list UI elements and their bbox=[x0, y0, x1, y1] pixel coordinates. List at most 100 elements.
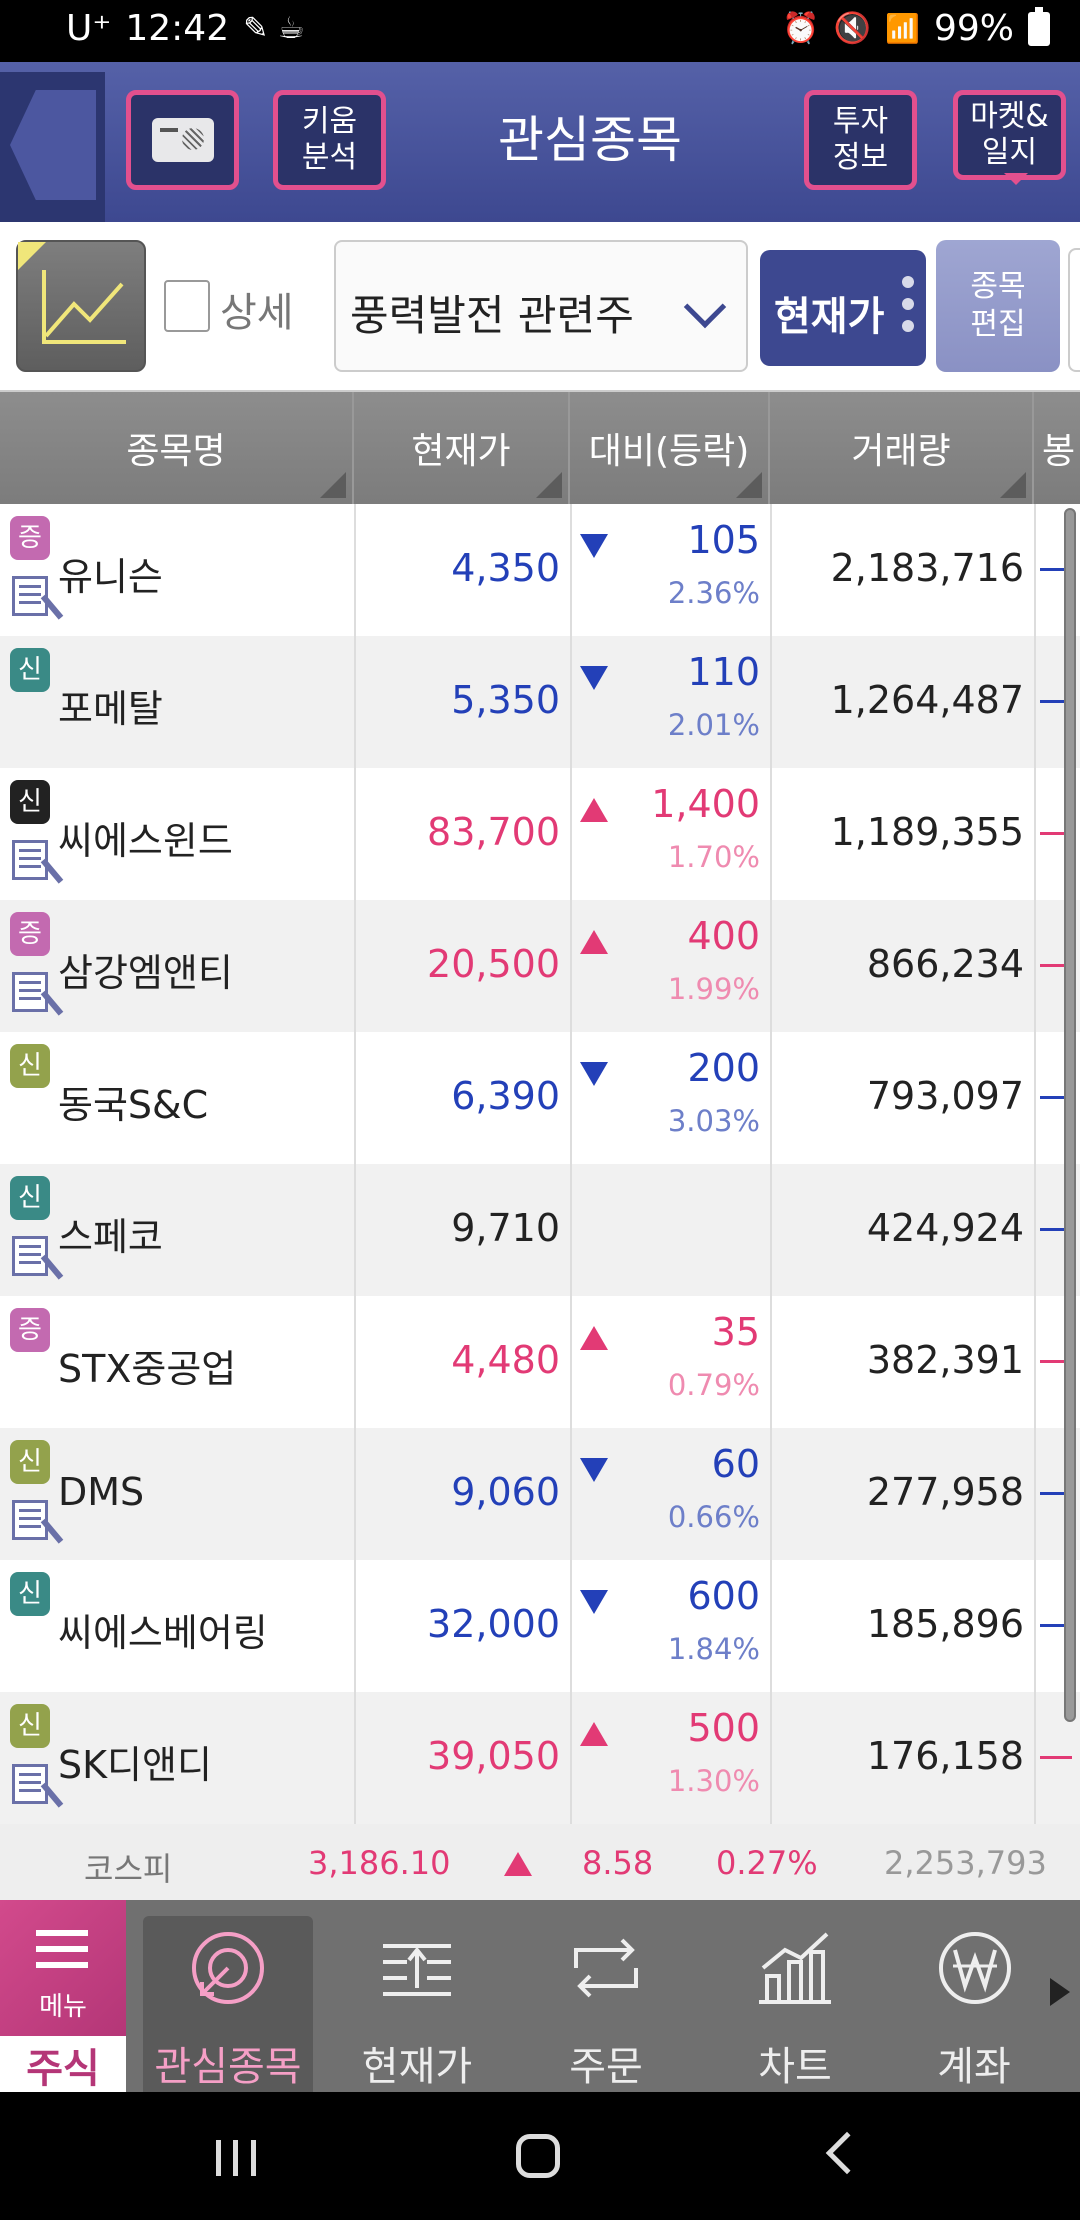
news-icon[interactable] bbox=[12, 576, 48, 616]
trade-volume: 2,183,716 bbox=[830, 546, 1024, 590]
column-divider bbox=[1034, 1164, 1036, 1296]
sort-corner-icon bbox=[536, 472, 562, 498]
column-divider bbox=[354, 636, 356, 768]
stock-name: SK디앤디 bbox=[58, 1743, 212, 1787]
mute-icon: 🔇 bbox=[833, 11, 872, 46]
stock-name: 삼강엠앤티 bbox=[58, 951, 233, 995]
market-journal-button[interactable]: 마켓& 일지 bbox=[953, 90, 1066, 185]
market-badge: 증 bbox=[10, 516, 50, 560]
mini-candle bbox=[1040, 964, 1072, 967]
invest-info-button[interactable]: 투자 정보 bbox=[804, 90, 917, 190]
watchlist-group-select[interactable]: 풍력발전 관련주 bbox=[334, 240, 748, 372]
col-header-price-label: 현재가 bbox=[411, 431, 511, 472]
table-row[interactable]: 신 씨에스베어링 32,000 600 1.84% 185,896 bbox=[0, 1560, 1080, 1692]
column-divider bbox=[1034, 768, 1036, 900]
home-icon[interactable] bbox=[516, 2134, 560, 2178]
column-divider bbox=[354, 1428, 356, 1560]
menu-button[interactable]: 메뉴 bbox=[0, 1900, 126, 2036]
table-row[interactable]: 신 포메탈 5,350 110 2.01% 1,264,487 bbox=[0, 636, 1080, 768]
sort-corner-icon bbox=[736, 472, 762, 498]
table-row[interactable]: 신 DMS 9,060 60 0.66% 277,958 bbox=[0, 1428, 1080, 1560]
battery-icon bbox=[1028, 6, 1050, 46]
table-row[interactable]: 신 동국S&C 6,390 200 3.03% 793,097 bbox=[0, 1032, 1080, 1164]
table-row[interactable]: 신 SK디앤디 39,050 500 1.30% 176,158 bbox=[0, 1692, 1080, 1824]
stock-price: 20,500 bbox=[427, 942, 560, 986]
news-icon[interactable] bbox=[12, 840, 48, 880]
more-vert-icon bbox=[902, 276, 914, 332]
index-ticker[interactable]: 코스피 3,186.10 8.58 0.27% 2,253,793 bbox=[0, 1824, 1080, 1900]
chart-toggle-button[interactable] bbox=[16, 240, 146, 372]
price-change: 35 bbox=[711, 1310, 760, 1354]
app-header: 키움 분석 관심종목 투자 정보 마켓& 일지 bbox=[0, 62, 1080, 222]
column-divider bbox=[354, 1032, 356, 1164]
col-header-change[interactable]: 대비(등락) bbox=[570, 392, 770, 504]
stock-name: 스페코 bbox=[58, 1215, 163, 1259]
price-change: 600 bbox=[687, 1574, 760, 1618]
nav-order[interactable]: 주문 bbox=[521, 1916, 691, 2092]
change-percent: 1.70% bbox=[667, 840, 760, 874]
news-icon[interactable] bbox=[12, 1236, 48, 1276]
nav-order-label: 주문 bbox=[569, 2044, 643, 2090]
news-icon[interactable] bbox=[12, 972, 48, 1012]
column-divider bbox=[770, 1428, 772, 1560]
recent-apps-icon[interactable] bbox=[216, 2140, 256, 2176]
mini-candle bbox=[1040, 1096, 1072, 1099]
stock-name: 유니슨 bbox=[58, 555, 163, 599]
current-price-button[interactable]: 현재가 bbox=[760, 250, 926, 366]
nav-watchlist[interactable]: 관심종목 bbox=[143, 1916, 313, 2092]
table-row[interactable]: 증 삼강엠앤티 20,500 400 1.99% 866,234 bbox=[0, 900, 1080, 1032]
nav-next-arrow-icon[interactable] bbox=[1050, 1978, 1070, 2006]
col-header-price[interactable]: 현재가 bbox=[354, 392, 570, 504]
col-header-name[interactable]: 종목명 bbox=[0, 392, 354, 504]
nav-account[interactable]: 계좌 bbox=[899, 1916, 1049, 2092]
down-arrow-icon bbox=[580, 1062, 608, 1086]
change-percent: 2.36% bbox=[667, 576, 760, 610]
mini-candle bbox=[1040, 1492, 1072, 1495]
mini-candle bbox=[1040, 832, 1072, 835]
edit-stocks-button[interactable]: 종목 편집 bbox=[936, 240, 1060, 372]
down-arrow-icon bbox=[580, 1458, 608, 1482]
chart-icon bbox=[759, 1932, 831, 2004]
column-divider bbox=[770, 768, 772, 900]
table-row[interactable]: 증 STX중공업 4,480 35 0.79% 382,391 bbox=[0, 1296, 1080, 1428]
page-title: 관심종목 bbox=[498, 111, 682, 169]
market-badge: 신 bbox=[10, 1572, 50, 1616]
table-row[interactable]: 신 스페코 9,710 424,924 bbox=[0, 1164, 1080, 1296]
news-icon[interactable] bbox=[12, 1500, 48, 1540]
list-scrollbar[interactable] bbox=[1064, 508, 1076, 1722]
table-row[interactable]: 증 유니슨 4,350 105 2.36% 2,183,716 bbox=[0, 504, 1080, 636]
trade-volume: 424,924 bbox=[866, 1206, 1024, 1250]
detail-checkbox[interactable] bbox=[164, 280, 210, 332]
index-change: 8.58 bbox=[582, 1844, 654, 1882]
market-badge: 증 bbox=[10, 912, 50, 956]
column-divider bbox=[354, 1560, 356, 1692]
back-button[interactable] bbox=[0, 72, 105, 222]
col-header-volume[interactable]: 거래량 bbox=[770, 392, 1034, 504]
stock-tab[interactable]: 주식 bbox=[0, 2036, 126, 2092]
mini-candle bbox=[1040, 1228, 1072, 1231]
exchange-arrows-icon bbox=[574, 1938, 638, 1998]
column-divider bbox=[770, 1692, 772, 1824]
price-change: 60 bbox=[711, 1442, 760, 1486]
nav-current-price[interactable]: 현재가 bbox=[332, 1916, 502, 2092]
column-divider bbox=[354, 504, 356, 636]
stock-price: 5,350 bbox=[451, 678, 560, 722]
system-back-icon[interactable] bbox=[825, 2131, 869, 2175]
down-arrow-icon bbox=[580, 1590, 608, 1614]
notification-icons: ✎ ☕ bbox=[243, 11, 305, 46]
column-divider bbox=[1034, 504, 1036, 636]
column-divider bbox=[354, 1164, 356, 1296]
stock-price: 32,000 bbox=[427, 1602, 560, 1646]
news-icon[interactable] bbox=[12, 1764, 48, 1804]
column-divider bbox=[570, 1560, 572, 1692]
market-badge: 신 bbox=[10, 648, 50, 692]
price-change: 105 bbox=[687, 518, 760, 562]
nav-chart[interactable]: 차트 bbox=[710, 1916, 880, 2092]
radio-button[interactable] bbox=[126, 90, 239, 190]
price-change: 110 bbox=[687, 650, 760, 694]
market-badge: 신 bbox=[10, 1704, 50, 1748]
stock-price: 83,700 bbox=[427, 810, 560, 854]
table-row[interactable]: 신 씨에스윈드 83,700 1,400 1.70% 1,189,355 bbox=[0, 768, 1080, 900]
col-header-candle[interactable]: 봉 bbox=[1034, 392, 1080, 504]
kiwoom-analysis-button[interactable]: 키움 분석 bbox=[273, 90, 386, 190]
